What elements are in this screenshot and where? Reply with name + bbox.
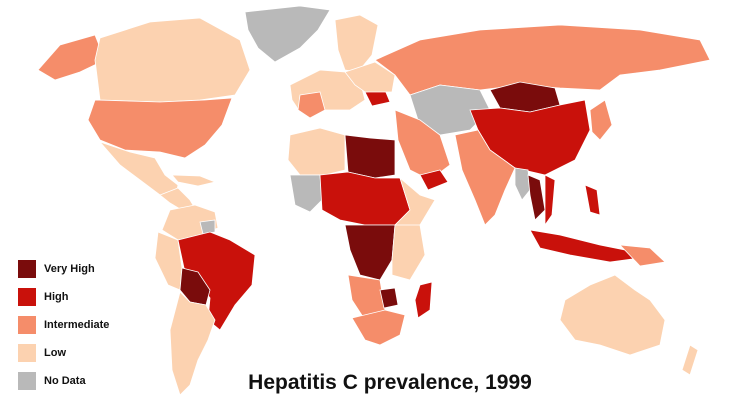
yemen xyxy=(419,169,449,191)
legend-swatch xyxy=(18,288,36,306)
world-map xyxy=(37,5,711,396)
legend-label: Intermediate xyxy=(44,319,109,331)
thailand xyxy=(527,174,546,221)
japan-korea xyxy=(589,99,613,141)
map-title: Hepatitis C prevalence, 1999 xyxy=(248,371,532,394)
caribbean xyxy=(171,174,217,187)
madagascar xyxy=(414,281,433,319)
legend-swatch xyxy=(18,372,36,390)
united-states xyxy=(87,97,233,159)
zimbabwe xyxy=(379,287,399,309)
legend-label: No Data xyxy=(44,375,86,387)
canada xyxy=(94,17,251,103)
myanmar xyxy=(514,167,531,201)
legend-swatch xyxy=(18,260,36,278)
france-spain xyxy=(297,91,326,119)
legend-swatch xyxy=(18,316,36,334)
eastern-europe xyxy=(344,61,396,93)
argentina-chile xyxy=(169,291,216,396)
australia xyxy=(559,274,666,356)
philippines xyxy=(584,184,601,216)
legend-label: High xyxy=(44,291,69,303)
north-africa xyxy=(287,127,346,176)
legend-label: Low xyxy=(44,347,66,359)
greenland xyxy=(244,5,331,63)
new-zealand xyxy=(681,344,699,376)
legend-label: Very High xyxy=(44,263,95,275)
legend: Very High High Intermediate Low No Data xyxy=(18,260,109,390)
india xyxy=(454,129,516,226)
south-africa xyxy=(351,309,406,346)
west-africa xyxy=(289,174,323,213)
legend-swatch xyxy=(18,344,36,362)
egypt-libya xyxy=(344,134,396,179)
scandinavia xyxy=(334,14,379,73)
papua xyxy=(618,244,666,267)
guianas xyxy=(199,219,216,235)
east-africa xyxy=(391,224,426,281)
vietnam xyxy=(544,174,556,227)
